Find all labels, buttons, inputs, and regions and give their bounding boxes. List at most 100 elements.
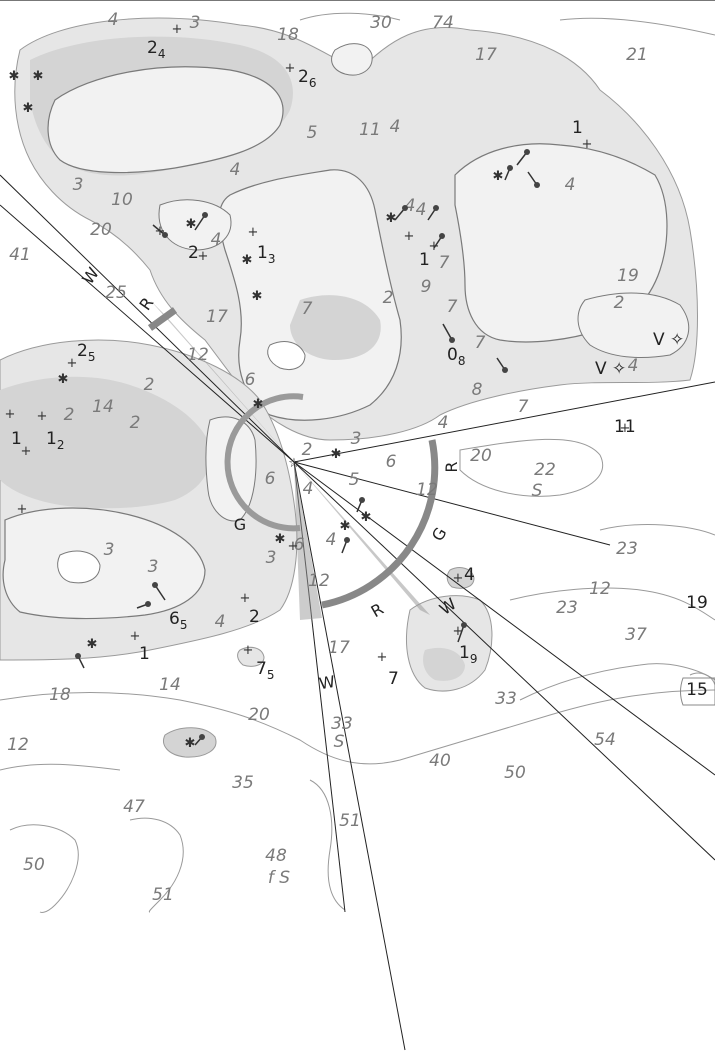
sounding-s2: 3 [190, 13, 201, 33]
height-h12: 2 [249, 607, 260, 627]
beacon-topmark-icon [162, 232, 168, 238]
sounding-s7: 21 [626, 45, 648, 65]
beacon-topmark-icon [199, 734, 205, 740]
sounding-s61: 33 [495, 689, 517, 709]
sounding-s71: 48 [265, 846, 287, 866]
sounding-s15: 41 [9, 245, 31, 265]
sounding-s72: 51 [152, 885, 174, 905]
rock-icon: ✱ [361, 510, 372, 525]
sounding-s43: 20 [470, 446, 492, 466]
danger-plus-icon: + [67, 356, 78, 371]
danger-plus-icon: + [130, 629, 141, 644]
sounding-s73: 4 [405, 196, 416, 216]
height-h15: 75 [256, 659, 274, 682]
sector-lines [0, 174, 715, 1051]
height-h17: 19 [459, 643, 477, 666]
sounding-s57: 17 [328, 638, 350, 658]
rock-icon: ✱ [493, 169, 504, 184]
box-label-x1: 19 [686, 593, 708, 613]
beacon-topmark-icon [449, 337, 455, 343]
sounding-s25: 2 [614, 293, 625, 313]
west-shoal [0, 376, 211, 509]
sounding-s56: 37 [625, 625, 647, 645]
sounding-s5: 74 [432, 13, 454, 33]
sounding-s64: 54 [594, 730, 616, 750]
sounding-s49: 3 [148, 557, 159, 577]
height-h13: 4 [464, 565, 475, 585]
central-shoal [290, 295, 381, 360]
height-h8: 25 [77, 341, 95, 364]
sounding-s52: 4 [215, 612, 226, 632]
sector-letter-r2: R [442, 461, 461, 472]
danger-plus-icon: + [248, 225, 259, 240]
danger-plus-icon: + [429, 239, 440, 254]
sounding-s36: 2 [130, 413, 141, 433]
sounding-s8: 5 [307, 123, 318, 143]
sounding-s24: 19 [617, 266, 639, 286]
sounding-s12: 3 [73, 175, 84, 195]
sounding-s28: 7 [475, 333, 486, 353]
sounding-s55: 23 [556, 598, 578, 618]
rock-icon: ✱ [87, 637, 98, 652]
sounding-s30: 7 [518, 397, 529, 417]
sector-letter-g1: G [428, 524, 451, 544]
danger-plus-icon: + [37, 409, 48, 424]
sounding-s58: 14 [159, 675, 181, 695]
sounding-s34: 2 [144, 375, 155, 395]
symbols-layer: ✱✱✱✱✱✱✱✱✱✱✱✱✱✱✱✱+++++++++++++++++++++ [5, 22, 631, 751]
danger-plus-icon: + [582, 137, 593, 152]
sounding-s40: 4 [303, 479, 314, 499]
nw-island [47, 66, 284, 174]
sector-letter-g2: G [234, 515, 246, 534]
sounding-s19: 7 [302, 299, 313, 319]
sounding-s33: 14 [92, 397, 114, 417]
beacon-post-icon [442, 323, 453, 341]
rock-icon: ✱ [275, 532, 286, 547]
danger-plus-icon: + [285, 61, 296, 76]
seabed-layer: S Sf S [268, 481, 543, 888]
seabed-b2: S [334, 732, 345, 752]
sounding-s62: 12 [7, 735, 29, 755]
height-h18: 11 [614, 417, 636, 437]
sounding-s75: 4 [565, 175, 576, 195]
sounding-s74: 7 [439, 253, 450, 273]
seabed-b3: f S [268, 868, 290, 888]
light-icon: ☆ [288, 456, 300, 471]
south-islets [163, 567, 493, 758]
west-islands [0, 339, 298, 661]
sector-letter-w3: W [318, 672, 337, 693]
height-h14: 1 [139, 644, 150, 664]
sounding-s22: 9 [421, 277, 432, 297]
beacon-topmark-icon [152, 582, 158, 588]
danger-plus-icon: + [243, 643, 254, 658]
danger-plus-icon: + [17, 502, 28, 517]
south-shoal [423, 647, 465, 681]
rock-icon: ✱ [186, 217, 197, 232]
danger-plus-icon: + [377, 650, 388, 665]
beacon-topmark-icon [507, 165, 513, 171]
sounding-s23: 7 [447, 297, 458, 317]
sounding-s3: 18 [277, 25, 299, 45]
sounding-s39: 6 [265, 469, 276, 489]
sounding-s59: 18 [49, 685, 71, 705]
beacon-star-icon: ✧ [670, 330, 684, 350]
w-central-islet [205, 416, 257, 522]
rock-icon: ✱ [58, 372, 69, 387]
rock-icon: ✱ [253, 397, 264, 412]
sounding-s54: 12 [589, 579, 611, 599]
sounding-s10: 4 [390, 117, 401, 137]
danger-plus-icon: + [21, 444, 32, 459]
rock-icon: ✱ [242, 253, 253, 268]
seabed-b1: S [532, 481, 543, 501]
box-outline [680, 677, 715, 706]
sounding-s67: 35 [232, 773, 254, 793]
sounding-s63: 33 [331, 714, 353, 734]
sector-arcs [147, 307, 439, 609]
beacon-topmark-icon [534, 182, 540, 188]
height-h2: 26 [298, 67, 316, 90]
